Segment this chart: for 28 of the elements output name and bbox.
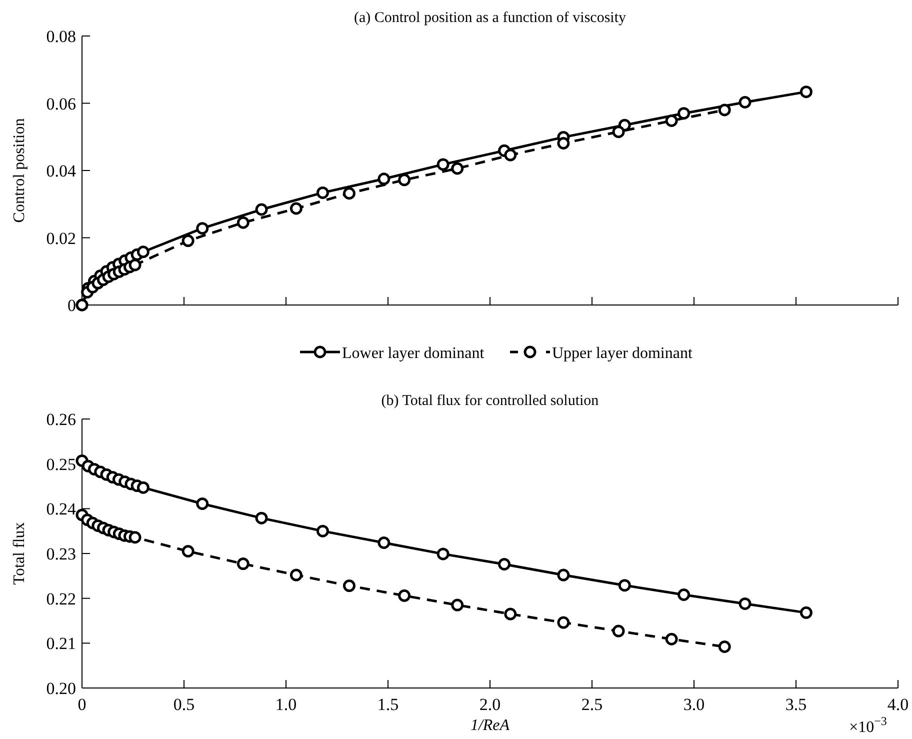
x-tick-label: 1.5: [377, 695, 399, 714]
legend-label: Upper layer dominant: [552, 345, 693, 362]
text: ×10$^{−3}$: [849, 714, 887, 736]
y-tick-label: 0.21: [46, 634, 76, 654]
y-tick-label: 0.20: [46, 679, 76, 698]
legend-label: Lower layer dominant: [342, 345, 485, 362]
x-tick-label: 3.0: [683, 695, 705, 714]
x-tick-label: 4.0: [887, 695, 909, 714]
y-tick-label: 0: [68, 296, 76, 315]
y-tick-label: 0.04: [46, 162, 76, 180]
y-axis-title: Total flux: [11, 522, 28, 585]
x-tick-label: 2.0: [479, 695, 501, 714]
y-tick-label: 0.22: [46, 589, 76, 608]
chart-title: (b) Total flux for controlled solution: [381, 393, 600, 409]
y-tick-label: 0.24: [46, 500, 76, 519]
x-tick-label: 1.0: [275, 695, 297, 714]
y-tick-label: 0.02: [46, 228, 76, 248]
y-tick-label: 0.26: [46, 410, 76, 429]
y-tick-label: 0.25: [46, 454, 76, 474]
x-tick-label: 0.5: [173, 695, 195, 714]
x-axis-title: 1/ReA: [470, 717, 510, 734]
x-tick-label: 3.5: [785, 695, 807, 714]
y-axis-title: Control position: [11, 118, 28, 223]
x-tick-label: 2.5: [581, 695, 603, 714]
y-tick-label: 0.08: [46, 27, 76, 46]
y-tick-label: 0.06: [46, 94, 76, 114]
y-tick-label: 0.23: [46, 544, 76, 564]
chart-title: (a) Control position as a function of viscosity: [354, 10, 627, 26]
